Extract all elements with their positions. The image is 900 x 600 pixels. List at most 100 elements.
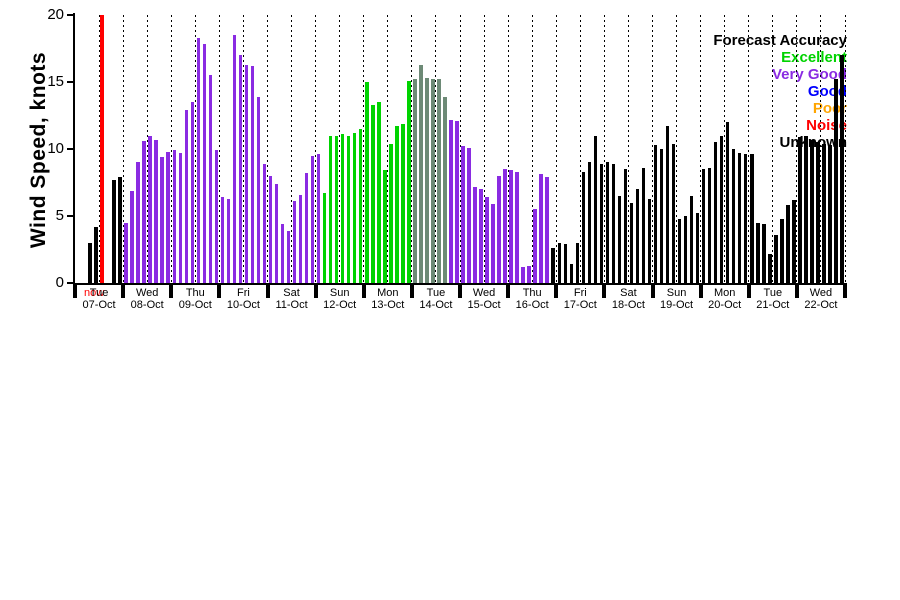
gridline-dotted <box>242 15 244 283</box>
bar <box>491 203 495 283</box>
bar <box>677 218 682 283</box>
bar <box>94 226 98 283</box>
gridline-dotted <box>796 15 798 283</box>
gridline-dotted <box>387 15 389 283</box>
y-tick-mark <box>67 215 75 217</box>
y-tick-label: 20 <box>47 6 64 23</box>
gridline-dotted <box>724 15 726 283</box>
y-tick-mark <box>67 14 75 16</box>
bar <box>316 154 321 283</box>
bar <box>419 64 423 283</box>
x-day-tick <box>361 283 366 298</box>
bar <box>142 140 146 283</box>
bar <box>443 96 447 283</box>
bar <box>148 135 152 283</box>
bar <box>762 224 766 283</box>
gridline-dotted <box>700 15 702 283</box>
bar <box>383 170 387 283</box>
bar <box>659 149 664 283</box>
legend-item-good: Good <box>807 83 847 100</box>
bar <box>437 79 441 283</box>
gridline-dotted <box>170 15 172 283</box>
legend-item-noise: Noise <box>806 117 847 134</box>
x-day-label: Wed 22-Oct <box>804 287 838 311</box>
bar <box>551 248 555 283</box>
x-day-label: Wed 08-Oct <box>130 287 164 311</box>
bar <box>461 146 465 283</box>
bar <box>737 153 742 283</box>
gridline-dotted <box>291 15 293 283</box>
bar <box>413 79 417 283</box>
y-tick-mark <box>67 148 75 150</box>
bar <box>840 55 844 283</box>
bar <box>455 120 459 283</box>
y-tick-mark <box>67 81 75 83</box>
gridline-dotted <box>676 15 678 283</box>
bar <box>340 134 345 283</box>
bar <box>196 37 201 283</box>
gridline-dotted <box>339 15 341 283</box>
gridline-dotted <box>555 15 557 283</box>
bar <box>124 222 128 283</box>
bar <box>786 205 790 283</box>
gridline-dotted <box>411 15 413 283</box>
x-day-label: Sun 19-Oct <box>660 287 694 311</box>
bar <box>407 80 411 283</box>
bar <box>563 244 568 283</box>
bar <box>214 150 219 283</box>
bar <box>599 163 604 283</box>
bar <box>689 195 694 283</box>
bar <box>497 175 501 283</box>
gridline-dotted <box>579 15 581 283</box>
bar <box>701 169 706 283</box>
bar <box>828 144 832 283</box>
gridline-dotted <box>146 15 148 283</box>
gridline-dotted <box>98 15 100 283</box>
x-day-label: Mon 20-Oct <box>708 287 742 311</box>
x-day-label: Tue 07-Oct <box>82 287 116 311</box>
y-tick-label: 15 <box>47 73 64 90</box>
bar <box>130 190 134 283</box>
legend-title: Forecast Accuracy <box>713 32 847 49</box>
x-day-tick <box>650 283 655 298</box>
bar <box>587 162 592 283</box>
legend-item-poor: Poor <box>812 100 847 117</box>
bar <box>774 234 778 283</box>
bar <box>389 143 393 283</box>
y-tick-label: 10 <box>47 140 64 157</box>
bar <box>731 149 736 283</box>
bar <box>358 128 363 283</box>
x-day-tick <box>554 283 559 298</box>
bar <box>377 102 381 283</box>
bar <box>539 174 543 283</box>
bar <box>533 209 537 283</box>
x-day-label: Tue 21-Oct <box>756 287 790 311</box>
gridline-dotted <box>194 15 196 283</box>
bar <box>449 119 453 283</box>
bar <box>816 142 820 283</box>
bar <box>208 75 213 283</box>
bar <box>683 216 688 283</box>
gridline-dotted <box>363 15 365 283</box>
x-day-tick <box>506 283 511 298</box>
x-day-label: Mon 13-Oct <box>371 287 405 311</box>
x-day-tick <box>409 283 414 298</box>
bar <box>804 135 808 283</box>
bar <box>641 167 646 283</box>
bar <box>798 136 802 283</box>
bar <box>527 265 531 283</box>
gridline-dotted <box>267 15 268 283</box>
bar <box>611 163 616 283</box>
bar <box>834 79 838 283</box>
bar <box>509 170 513 283</box>
bar <box>268 175 273 283</box>
x-day-tick <box>458 283 462 298</box>
gridline-dotted <box>507 15 509 283</box>
bar <box>521 266 525 283</box>
gridline-dotted <box>844 15 846 283</box>
bar <box>250 65 255 283</box>
gridline-dotted <box>122 15 124 283</box>
x-day-label: Sat 18-Oct <box>611 287 645 311</box>
